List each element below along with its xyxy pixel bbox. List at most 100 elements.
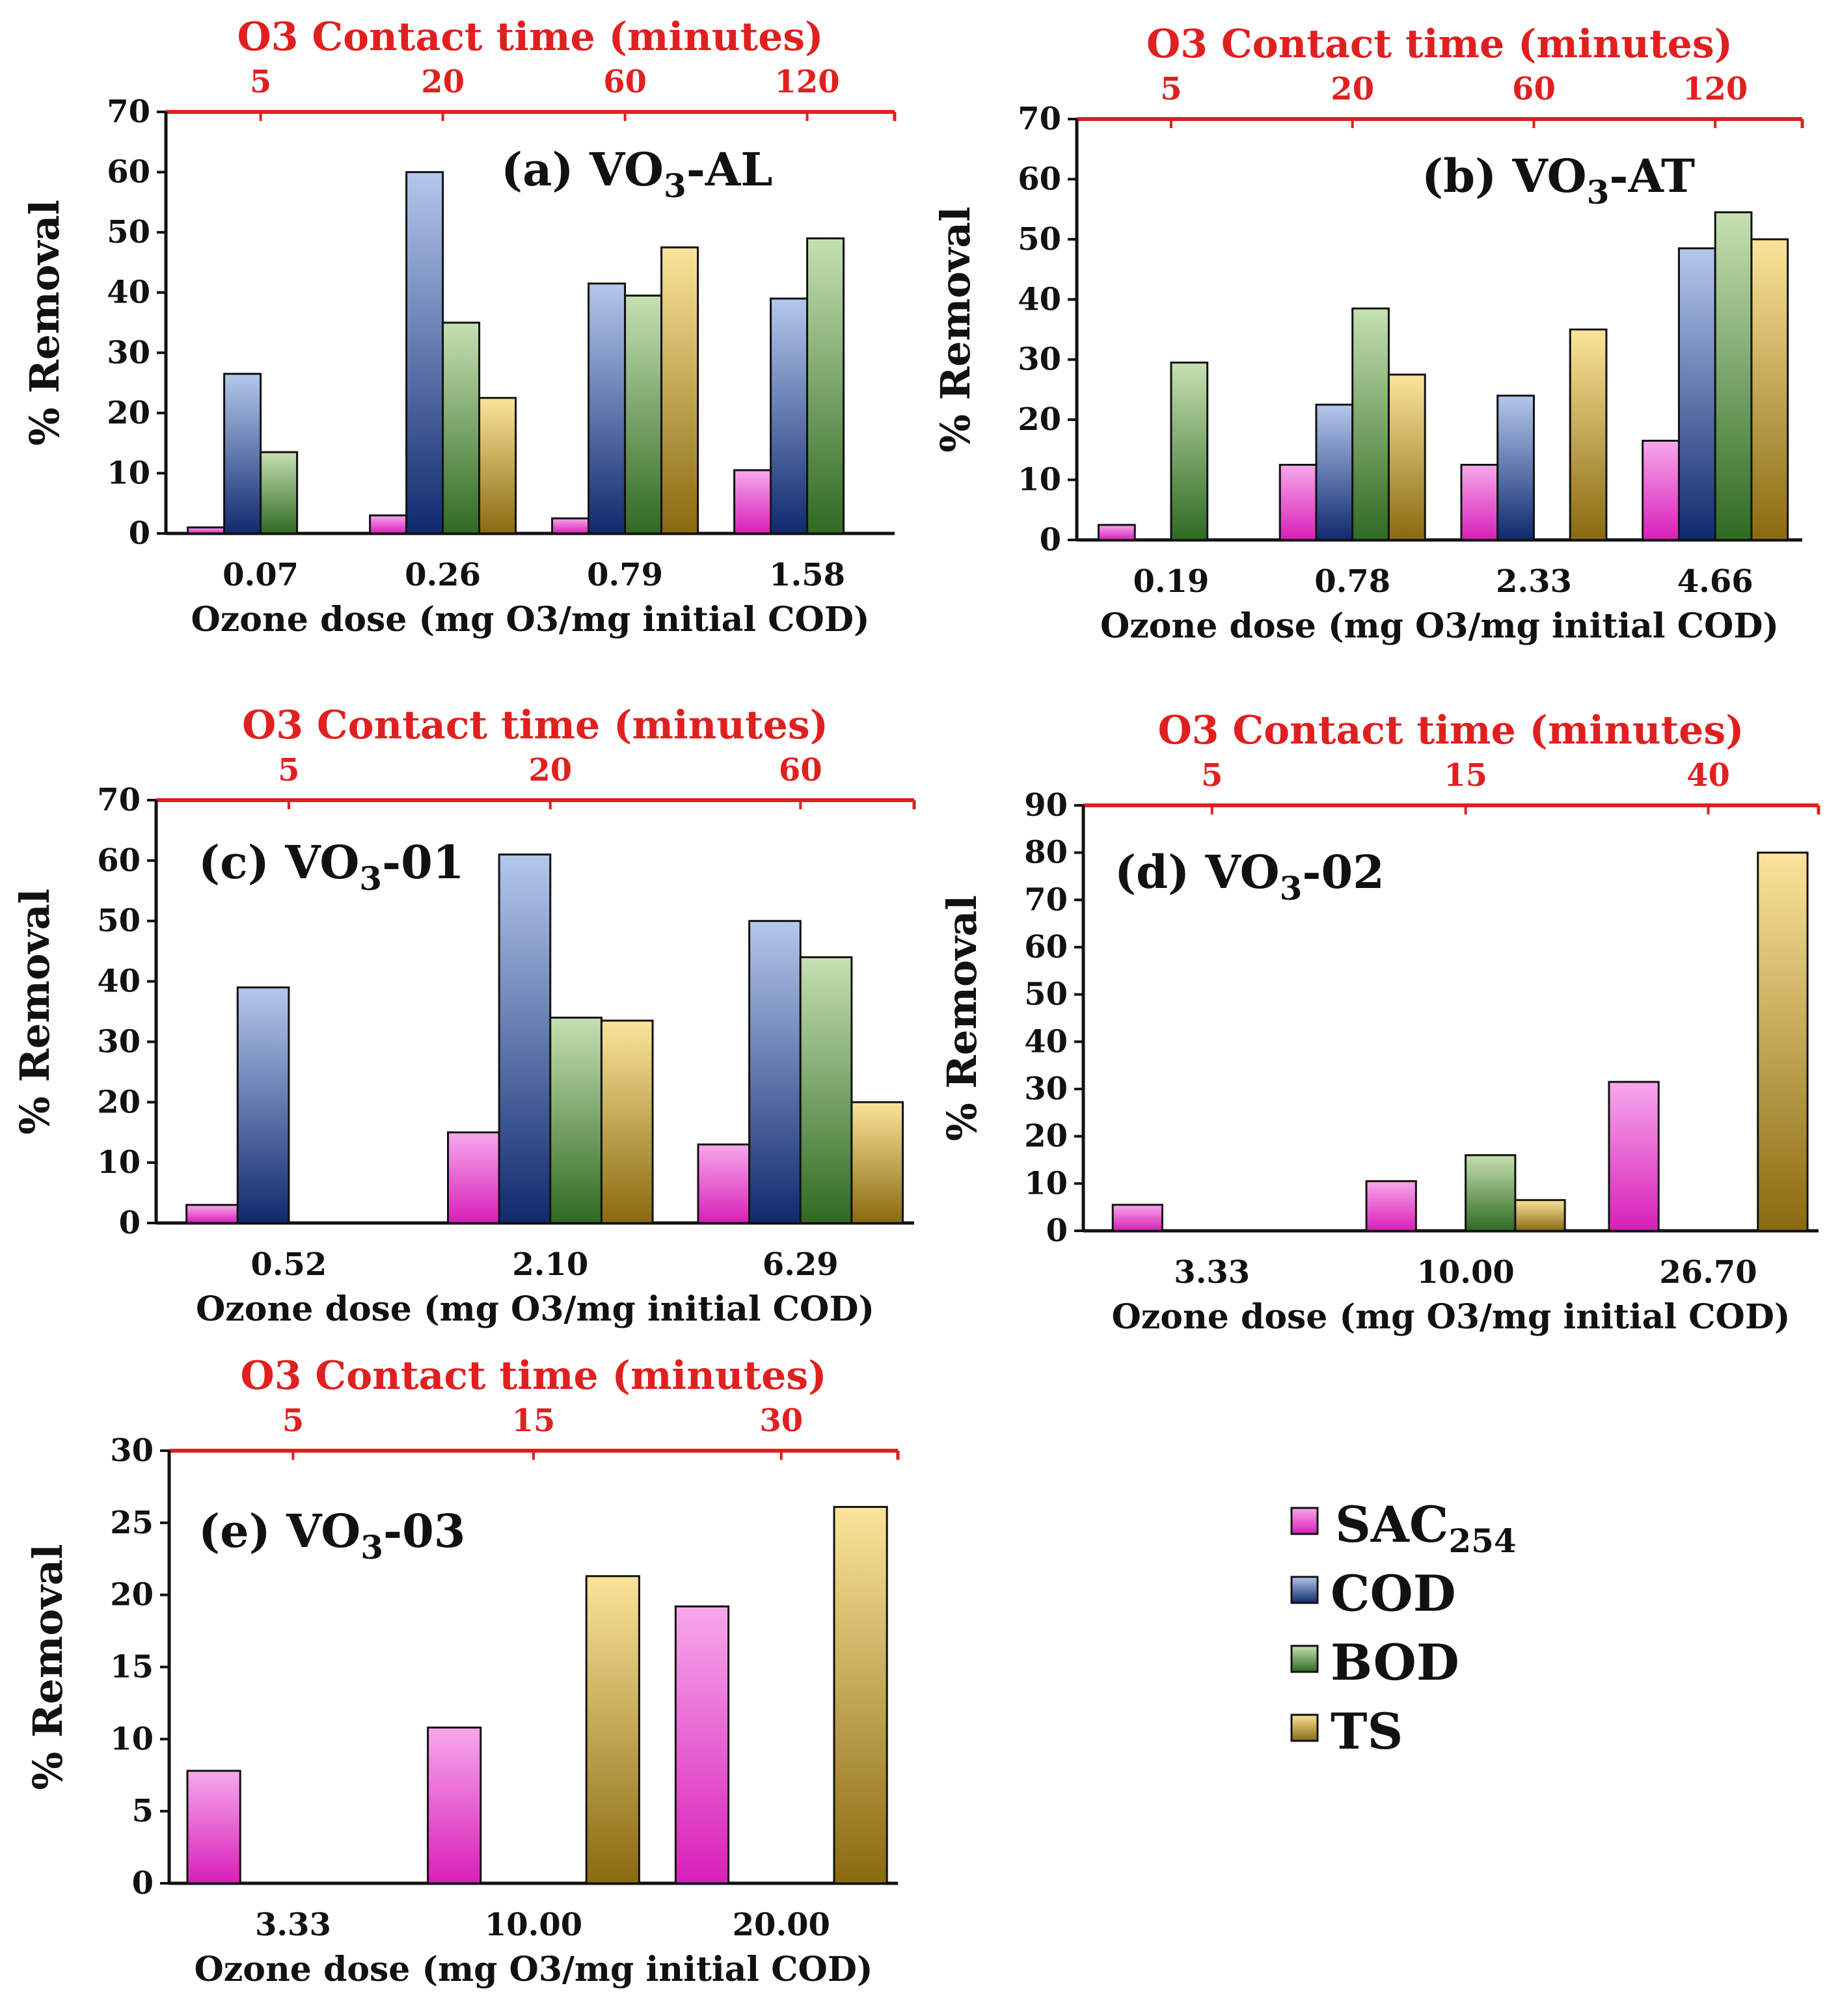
y-axis-label-e: % Removal <box>24 1544 72 1790</box>
top-tick-label-a-0: 5 <box>250 64 271 100</box>
legend-label-ts: TS <box>1331 1702 1403 1760</box>
top-axis-title-e: O3 Contact time (minutes) <box>240 1353 826 1399</box>
bar-a-sac-2 <box>551 517 590 535</box>
bar-a-sac-3 <box>733 469 772 535</box>
y-axis-label-a: % Removal <box>21 200 68 446</box>
y-tick-label-c-7: 70 <box>97 782 141 818</box>
panel-title-sub-a: 3 <box>664 167 686 205</box>
y-tick-label-e-5: 25 <box>110 1505 154 1541</box>
y-tick-label-b-0: 0 <box>1040 522 1061 558</box>
bar-b-sac-2 <box>1460 463 1499 541</box>
y-tick-label-d-0: 0 <box>1046 1213 1068 1249</box>
panel-title-c: (c) VO3-01 <box>198 835 465 898</box>
legend-swatch-cod <box>1290 1576 1319 1604</box>
panel-title-main-c: (c) VO <box>198 835 359 889</box>
bar-e-ts-1 <box>585 1575 640 1885</box>
y-tick-label-a-3: 30 <box>107 334 150 371</box>
top-axis-title-a: O3 Contact time (minutes) <box>237 14 823 60</box>
y-tick-label-d-7: 70 <box>1024 881 1068 918</box>
x-tick-label-a-1: 0.26 <box>405 557 481 593</box>
y-tick-label-a-7: 70 <box>107 94 150 130</box>
y-tick-label-a-2: 20 <box>107 395 150 431</box>
bar-a-cod-1 <box>405 171 444 535</box>
bar-b-ts-1 <box>1387 373 1426 541</box>
bar-c-ts-1 <box>600 1019 654 1224</box>
top-tick-label-c-2: 60 <box>779 752 822 788</box>
bar-a-sac-1 <box>369 514 408 535</box>
x-tick-label-d-1: 10.00 <box>1416 1254 1514 1291</box>
legend-label-sac-sub: 254 <box>1448 1522 1516 1560</box>
y-axis-label-b: % Removal <box>932 206 979 452</box>
bar-d-sac-1 <box>1365 1180 1417 1232</box>
y-tick-label-c-0: 0 <box>119 1205 141 1241</box>
y-tick-label-d-1: 10 <box>1024 1165 1068 1202</box>
x-tick-label-b-3: 4.66 <box>1677 563 1753 600</box>
bar-e-ts-2 <box>833 1505 888 1885</box>
bar-e-sac-0 <box>186 1769 241 1885</box>
y-axis-label-d: % Removal <box>938 895 986 1141</box>
bar-c-ts-2 <box>850 1101 904 1224</box>
bar-d-bod-1 <box>1465 1154 1517 1232</box>
bar-b-bod-0 <box>1170 361 1209 541</box>
y-tick-label-b-1: 10 <box>1018 462 1061 498</box>
panel-title-sub-b: 3 <box>1587 173 1610 211</box>
top-tick-label-b-1: 20 <box>1331 71 1374 107</box>
bar-b-sac-1 <box>1279 463 1318 541</box>
legend-item-sac: SAC254 <box>1290 1496 1517 1560</box>
bar-a-cod-2 <box>588 282 627 535</box>
bar-b-ts-2 <box>1569 329 1608 541</box>
x-axis-label-a: Ozone dose (mg O3/mg initial COD) <box>191 600 869 639</box>
legend-item-cod: COD <box>1290 1565 1456 1622</box>
bar-b-cod-3 <box>1677 247 1716 541</box>
x-tick-label-a-0: 0.07 <box>223 557 299 593</box>
bar-a-ts-1 <box>478 397 517 535</box>
top-tick-label-b-0: 5 <box>1160 71 1182 107</box>
top-tick-label-a-3: 120 <box>774 64 839 100</box>
top-tick-label-c-0: 5 <box>278 752 299 788</box>
y-tick-label-a-5: 50 <box>107 214 150 250</box>
x-axis-label-b: Ozone dose (mg O3/mg initial COD) <box>1100 606 1779 646</box>
y-tick-label-d-9: 90 <box>1024 787 1068 824</box>
y-tick-label-c-1: 10 <box>97 1144 141 1181</box>
panel-c: O3 Contact time (minutes) 5 20 60 0 10 20 30 40 5… <box>11 703 916 1329</box>
panel-title-main-a: (a) VO <box>501 142 664 196</box>
bar-a-sac-0 <box>187 526 226 535</box>
y-tick-label-e-0: 0 <box>132 1865 154 1902</box>
y-tick-label-b-3: 30 <box>1018 342 1061 378</box>
y-tick-label-c-6: 60 <box>97 842 141 879</box>
top-tick-label-b-2: 60 <box>1512 71 1556 107</box>
y-tick-label-c-3: 30 <box>97 1023 141 1060</box>
panel-title-suffix-c: -01 <box>382 835 464 889</box>
bar-a-bod-2 <box>624 294 663 535</box>
top-tick-label-e-2: 30 <box>759 1403 803 1439</box>
panel-b: O3 Contact time (minutes)5 20 60 1200102030… <box>932 21 1804 646</box>
legend-swatch-bod <box>1290 1645 1319 1673</box>
legend-label-sac: SAC254 <box>1335 1496 1517 1560</box>
x-tick-label-e-1: 10.00 <box>485 1907 582 1943</box>
bar-a-bod-0 <box>260 451 299 535</box>
bar-b-cod-1 <box>1315 403 1354 541</box>
top-tick-label-a-1: 20 <box>421 64 465 100</box>
bar-a-ts-2 <box>660 246 699 535</box>
x-tick-label-b-2: 2.33 <box>1496 563 1572 600</box>
y-tick-label-e-1: 5 <box>132 1793 154 1829</box>
x-tick-label-d-2: 26.70 <box>1659 1254 1757 1291</box>
panel-title-suffix-a: -AL <box>686 142 773 196</box>
top-axis-title-c: O3 Contact time (minutes) <box>242 703 828 748</box>
y-tick-label-d-5: 50 <box>1024 976 1068 1013</box>
y-tick-label-a-6: 60 <box>107 154 150 191</box>
y-tick-label-c-4: 40 <box>97 963 141 1000</box>
x-tick-label-c-2: 6.29 <box>763 1246 839 1283</box>
panel-title-suffix-e: -03 <box>383 1504 465 1558</box>
bar-b-bod-1 <box>1351 307 1390 541</box>
y-tick-label-b-2: 20 <box>1018 401 1061 438</box>
y-tick-label-b-7: 70 <box>1018 101 1061 137</box>
y-tick-label-e-4: 20 <box>110 1577 154 1613</box>
y-tick-label-e-3: 15 <box>110 1649 154 1686</box>
panel-title-main-d: (d) VO <box>1115 845 1280 899</box>
bar-b-sac-0 <box>1097 524 1136 541</box>
top-tick-label-d-0: 5 <box>1201 757 1223 794</box>
bar-e-sac-2 <box>674 1605 730 1885</box>
panel-e: O3 Contact time (minutes) 5 15 30 0 5 10 15 20 25… <box>24 1353 900 1989</box>
